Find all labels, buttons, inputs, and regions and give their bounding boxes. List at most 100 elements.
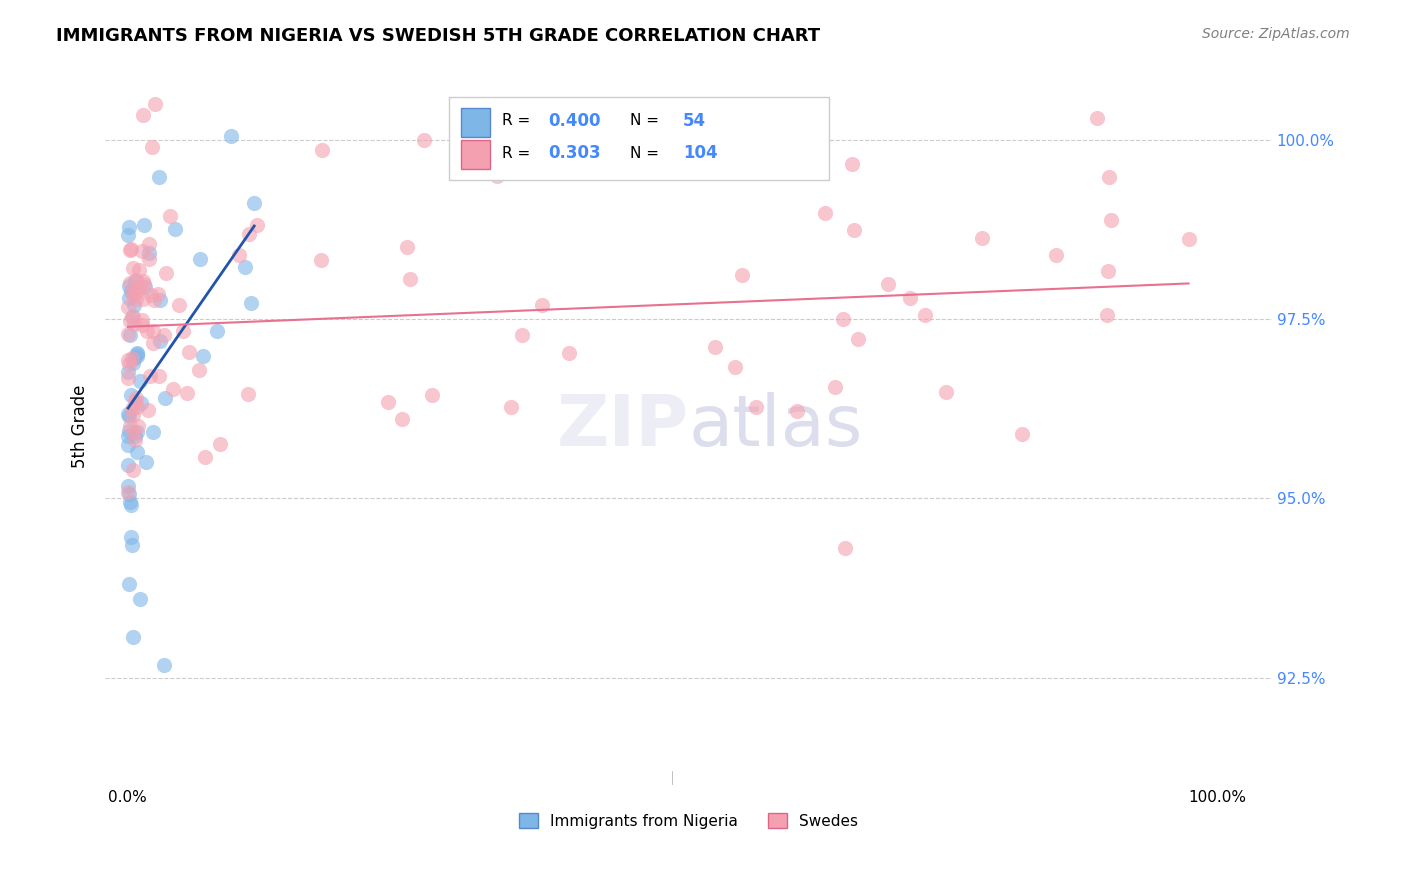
Point bbox=[309, 253, 332, 268]
Point bbox=[120, 242, 142, 256]
Point bbox=[124, 394, 146, 409]
Text: 0.400: 0.400 bbox=[548, 112, 600, 130]
Point bbox=[1097, 309, 1119, 323]
Point bbox=[162, 382, 184, 396]
Point bbox=[122, 298, 145, 312]
Point bbox=[149, 334, 172, 348]
Text: N =: N = bbox=[630, 145, 664, 161]
Point bbox=[117, 484, 139, 499]
Point bbox=[132, 292, 155, 306]
Text: Source: ZipAtlas.com: Source: ZipAtlas.com bbox=[1202, 27, 1350, 41]
Point bbox=[972, 231, 994, 245]
Point bbox=[485, 169, 508, 183]
Point bbox=[159, 209, 181, 223]
Point bbox=[176, 385, 198, 400]
Point bbox=[121, 401, 143, 416]
Point bbox=[124, 317, 146, 331]
Point bbox=[824, 379, 846, 393]
Point bbox=[167, 298, 190, 312]
Point bbox=[134, 279, 156, 293]
Point bbox=[143, 293, 166, 308]
Point bbox=[122, 285, 145, 300]
Point bbox=[233, 260, 256, 275]
Point bbox=[187, 363, 209, 377]
Point bbox=[125, 425, 148, 439]
Point bbox=[120, 530, 142, 544]
Point bbox=[120, 276, 142, 290]
Point bbox=[121, 463, 143, 477]
Point bbox=[117, 353, 139, 368]
Point bbox=[510, 328, 533, 343]
Point bbox=[117, 228, 139, 243]
Point bbox=[814, 206, 837, 220]
Point bbox=[117, 371, 139, 385]
Point bbox=[131, 396, 153, 410]
Point bbox=[136, 402, 159, 417]
Point bbox=[131, 318, 153, 332]
Point bbox=[179, 345, 201, 359]
Point bbox=[420, 388, 443, 402]
Point bbox=[398, 271, 420, 285]
Text: R =: R = bbox=[502, 113, 536, 128]
Point bbox=[138, 245, 160, 260]
Point bbox=[124, 274, 146, 288]
Text: N =: N = bbox=[630, 113, 664, 128]
Point bbox=[165, 221, 187, 235]
Point bbox=[745, 400, 768, 414]
Text: 54: 54 bbox=[683, 112, 706, 130]
Point bbox=[124, 428, 146, 442]
Point bbox=[118, 291, 141, 305]
Point bbox=[120, 495, 142, 509]
Point bbox=[149, 293, 172, 307]
Point bbox=[786, 403, 808, 417]
Point bbox=[219, 129, 242, 144]
Point bbox=[120, 498, 142, 512]
Point bbox=[148, 368, 170, 383]
Point bbox=[413, 133, 436, 147]
Legend: Immigrants from Nigeria, Swedes: Immigrants from Nigeria, Swedes bbox=[513, 806, 863, 835]
Point bbox=[131, 108, 153, 122]
Point bbox=[131, 274, 153, 288]
Point bbox=[1085, 111, 1108, 125]
Point bbox=[846, 332, 869, 346]
Point bbox=[138, 368, 160, 383]
Point bbox=[131, 313, 153, 327]
Point bbox=[118, 409, 141, 424]
Point bbox=[129, 592, 152, 607]
Point bbox=[377, 395, 399, 409]
Point bbox=[155, 267, 177, 281]
Point bbox=[117, 428, 139, 442]
Point bbox=[122, 289, 145, 303]
Point bbox=[141, 140, 163, 154]
Point bbox=[1098, 170, 1121, 185]
Point bbox=[132, 219, 155, 233]
Point bbox=[148, 169, 170, 184]
Point bbox=[834, 541, 856, 555]
Point bbox=[208, 437, 231, 451]
Text: R =: R = bbox=[502, 145, 536, 161]
Point bbox=[731, 268, 754, 283]
Bar bbox=[461, 108, 491, 136]
Text: atlas: atlas bbox=[689, 392, 863, 461]
Point bbox=[135, 324, 157, 338]
Point bbox=[153, 327, 176, 342]
Point bbox=[118, 576, 141, 591]
Point bbox=[239, 296, 262, 310]
Point bbox=[124, 272, 146, 286]
Point bbox=[122, 630, 145, 644]
Point bbox=[117, 438, 139, 452]
Point bbox=[194, 450, 217, 464]
Point bbox=[118, 328, 141, 343]
Point bbox=[127, 445, 149, 459]
Point bbox=[135, 454, 157, 468]
Point bbox=[121, 538, 143, 552]
Point bbox=[122, 425, 145, 439]
Point bbox=[124, 434, 146, 448]
Point bbox=[118, 424, 141, 438]
Point bbox=[703, 340, 725, 354]
Point bbox=[118, 358, 141, 372]
Point bbox=[1177, 232, 1199, 246]
Point bbox=[117, 479, 139, 493]
Text: 0.303: 0.303 bbox=[548, 145, 602, 162]
Y-axis label: 5th Grade: 5th Grade bbox=[72, 385, 89, 468]
